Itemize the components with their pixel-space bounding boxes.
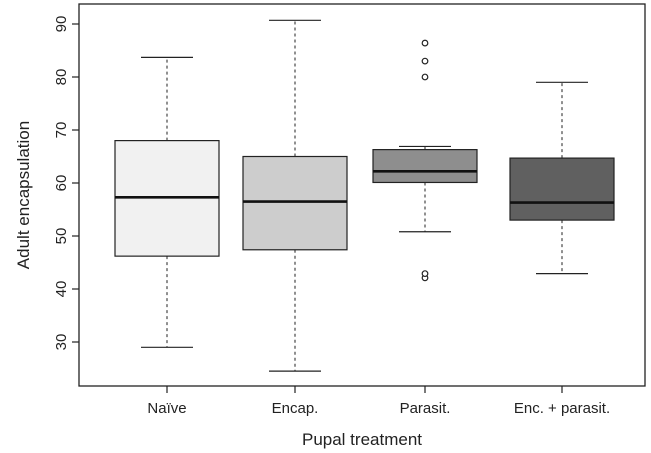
y-axis: 30 40 50 60 70 80 90 — [53, 16, 79, 351]
outlier-point — [421, 73, 429, 81]
y-tick-label: 50 — [53, 228, 70, 245]
x-axis: Naïve Encap. Parasit. Enc. + parasit. — [147, 386, 610, 417]
plot-frame — [78, 3, 646, 387]
box-group — [372, 39, 478, 282]
x-tick-label: Parasit. — [400, 400, 451, 417]
box-iqr — [372, 149, 478, 184]
x-tick-label: Naïve — [147, 400, 186, 417]
y-tick-label: 80 — [53, 69, 70, 86]
y-tick-label: 90 — [53, 16, 70, 33]
box-iqr — [509, 157, 615, 221]
box-iqr — [242, 155, 348, 251]
y-tick-label: 30 — [53, 334, 70, 351]
outlier-point — [421, 39, 429, 47]
boxes-layer — [114, 19, 615, 372]
y-tick-label: 40 — [53, 281, 70, 298]
box-group — [242, 19, 348, 372]
box-group — [114, 56, 220, 348]
y-tick-label: 70 — [53, 122, 70, 139]
box-group — [509, 81, 615, 275]
x-tick-label: Enc. + parasit. — [514, 400, 610, 417]
x-tick-label: Encap. — [272, 400, 319, 417]
outlier-point — [421, 270, 429, 278]
y-tick-label: 60 — [53, 175, 70, 192]
y-axis-title: Adult encapsulation — [14, 121, 33, 269]
outlier-point — [421, 57, 429, 65]
x-axis-title: Pupal treatment — [302, 430, 422, 449]
